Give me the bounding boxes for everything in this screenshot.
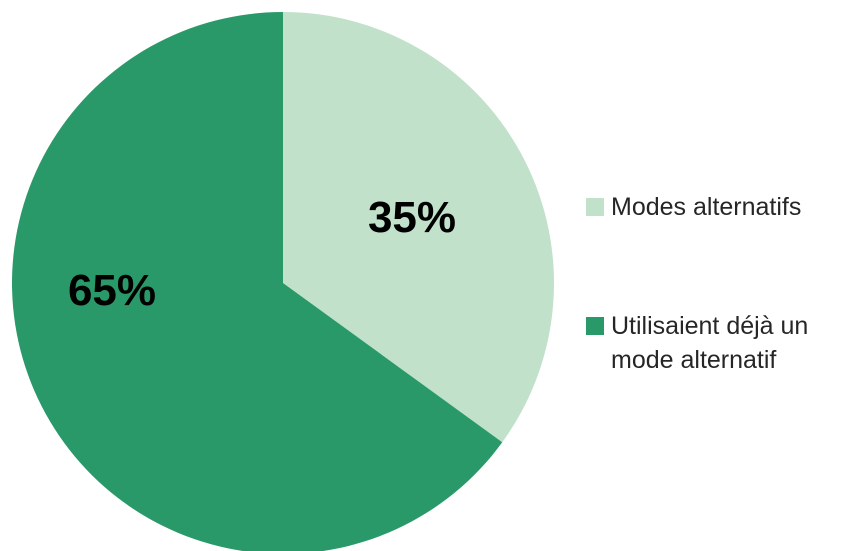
legend-item-modes-alternatifs: Modes alternatifs <box>586 190 846 224</box>
legend-label: Modes alternatifs <box>611 193 802 221</box>
pie-slice-1 <box>283 12 554 443</box>
pie-slice-2 <box>12 12 503 551</box>
slice-data-label-1: 35% <box>368 193 456 242</box>
legend-item-utilisaient-deja: Utilisaient déjà un mode alternatif <box>586 309 846 377</box>
legend: Modes alternatifs Utilisaient déjà un mo… <box>586 190 846 377</box>
legend-label: Utilisaient déjà un mode alternatif <box>611 312 809 374</box>
slice-data-label-2: 65% <box>68 266 156 315</box>
legend-swatch-dark-green <box>586 317 604 335</box>
legend-swatch-light-green <box>586 198 604 216</box>
